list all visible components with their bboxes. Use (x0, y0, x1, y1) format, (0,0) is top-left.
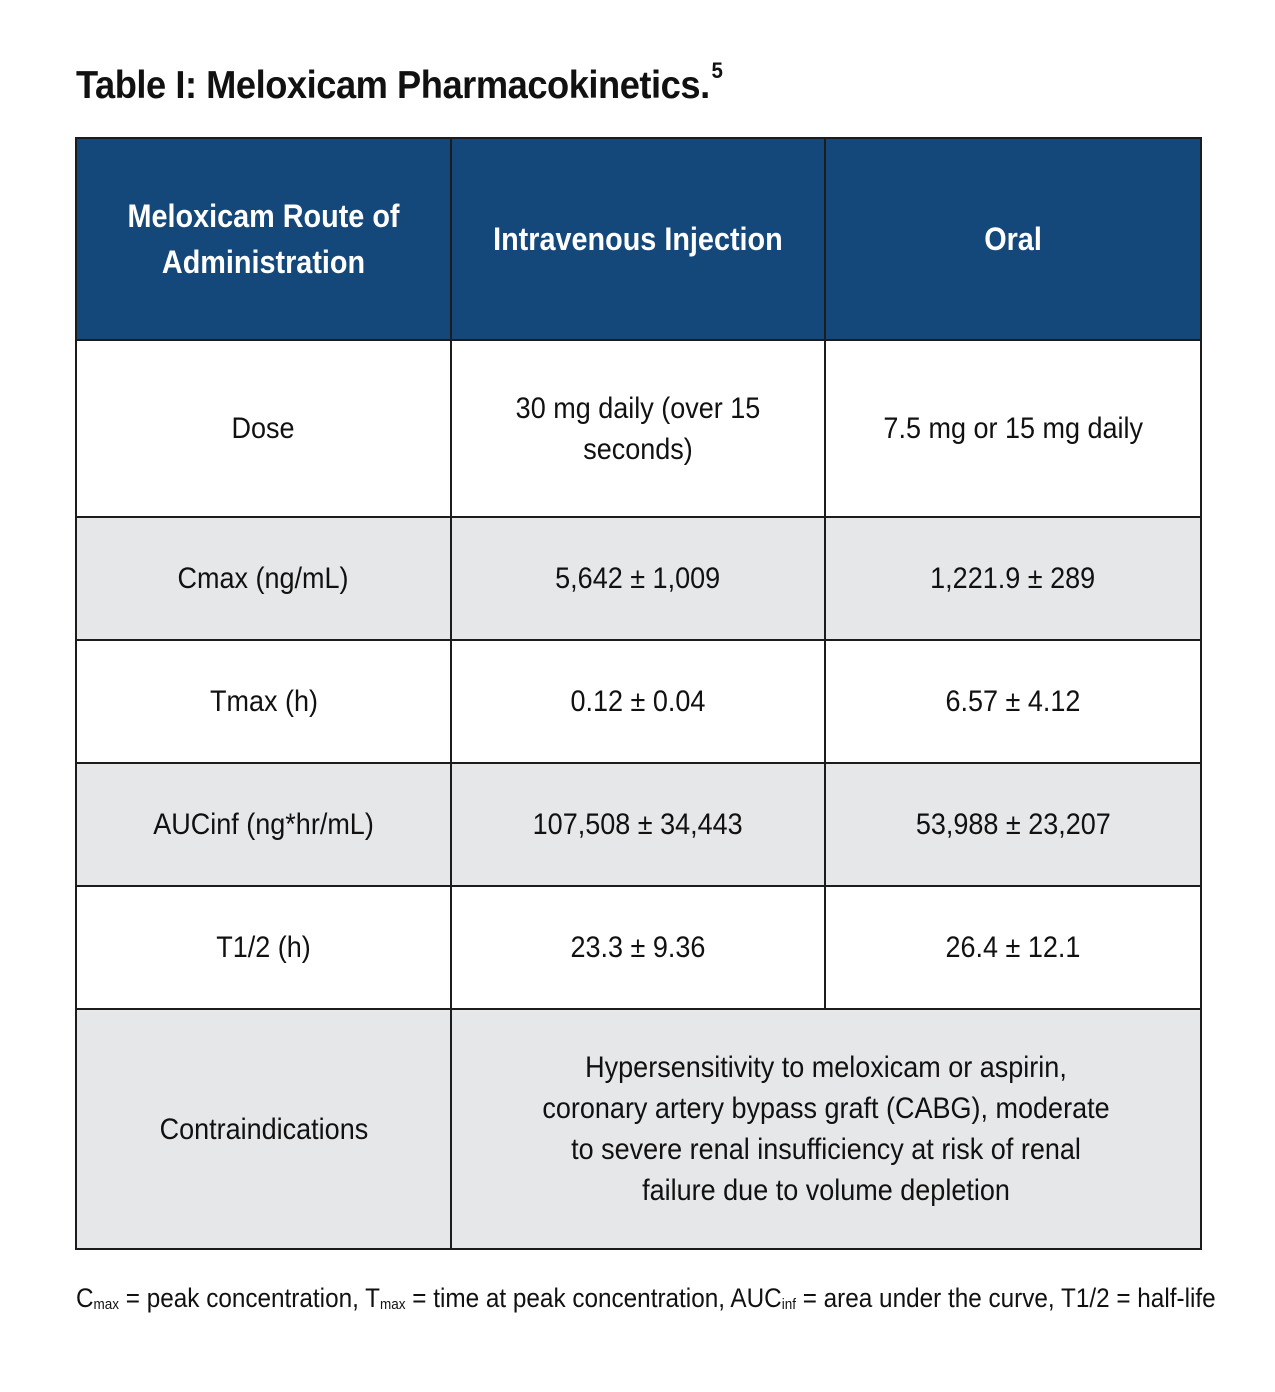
footnote-auc: AUC (730, 1283, 782, 1313)
row-label: Cmax (ng/mL) (75, 516, 452, 641)
cell-iv: 30 mg daily (over 15 seconds) (450, 339, 826, 518)
row-label: T1/2 (h) (75, 885, 452, 1010)
cell-oral: 1,221.9 ± 289 (824, 516, 1202, 641)
cell-oral: 26.4 ± 12.1 (824, 885, 1202, 1010)
footnote-auc-definition: = area under the curve, (795, 1283, 1061, 1313)
cell-oral: 53,988 ± 23,207 (824, 762, 1202, 887)
table-row-half-life: T1/2 (h) 23.3 ± 9.36 26.4 ± 12.1 (75, 885, 1202, 1010)
table-row-tmax: Tmax (h) 0.12 ± 0.04 6.57 ± 4.12 (75, 639, 1202, 764)
header-route: Meloxicam Route of Administration (75, 137, 452, 341)
cell-iv: 0.12 ± 0.04 (450, 639, 826, 764)
table-row-auc: AUCinf (ng*hr/mL) 107,508 ± 34,443 53,98… (75, 762, 1202, 887)
table-title: Table I: Meloxicam Pharmacokinetics.5 (76, 58, 723, 108)
table-row-dose: Dose 30 mg daily (over 15 seconds) 7.5 m… (75, 339, 1202, 518)
row-label: Contraindications (75, 1008, 452, 1250)
reference-superscript: 5 (711, 58, 723, 83)
footnote-tmax-definition: = time at peak concentration, (405, 1283, 731, 1313)
cell-iv: 5,642 ± 1,009 (450, 516, 826, 641)
table-row-contraindications: Contraindications Hypersensitivity to me… (75, 1008, 1202, 1250)
footnote-tmax-subscript: max (380, 1296, 406, 1313)
cell-oral: 6.57 ± 4.12 (824, 639, 1202, 764)
header-oral: Oral (824, 137, 1202, 341)
table-title-text: Table I: Meloxicam Pharmacokinetics. (76, 64, 710, 107)
footnote-cmax-subscript: max (93, 1296, 120, 1313)
abbreviations-footnote: Cmax = peak concentration, Tmax = time a… (76, 1283, 1216, 1314)
cell-contraindications: Hypersensitivity to meloxicam or aspirin… (450, 1008, 1202, 1250)
footnote-cmax-definition: = peak concentration, (119, 1283, 366, 1313)
footnote-tmax: T (365, 1283, 381, 1313)
row-label: Dose (75, 339, 452, 518)
cell-iv: 107,508 ± 34,443 (450, 762, 826, 887)
cell-oral: 7.5 mg or 15 mg daily (824, 339, 1202, 518)
footnote-cmax: C (76, 1283, 94, 1313)
footnote-auc-subscript: inf (781, 1296, 796, 1313)
table-header-row: Meloxicam Route of Administration Intrav… (75, 137, 1202, 341)
header-intravenous: Intravenous Injection (450, 137, 826, 341)
table-row-cmax: Cmax (ng/mL) 5,642 ± 1,009 1,221.9 ± 289 (75, 516, 1202, 641)
row-label: Tmax (h) (75, 639, 452, 764)
footnote-half-life: T1/2 = half-life (1060, 1283, 1216, 1313)
row-label: AUCinf (ng*hr/mL) (75, 762, 452, 887)
pharmacokinetics-table: Meloxicam Route of Administration Intrav… (75, 137, 1202, 1250)
cell-iv: 23.3 ± 9.36 (450, 885, 826, 1010)
